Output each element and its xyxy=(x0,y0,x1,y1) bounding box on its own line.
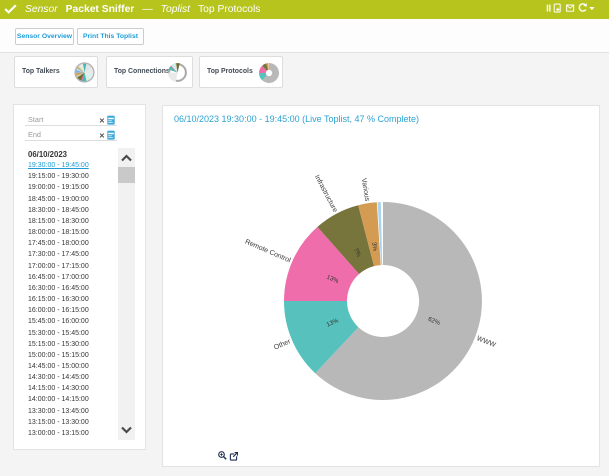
svg-text:WWW: WWW xyxy=(475,335,496,349)
svg-text:Remote Control: Remote Control xyxy=(244,239,292,265)
svg-text:13%: 13% xyxy=(325,274,340,286)
svg-text:Other: Other xyxy=(273,338,292,352)
svg-text:Infrastructure: Infrastructure xyxy=(313,174,339,214)
svg-text:13%: 13% xyxy=(325,317,340,329)
svg-text:7%: 7% xyxy=(352,247,363,259)
svg-text:3%: 3% xyxy=(370,242,378,252)
svg-text:62%: 62% xyxy=(427,316,442,327)
svg-text:Various: Various xyxy=(360,178,371,203)
